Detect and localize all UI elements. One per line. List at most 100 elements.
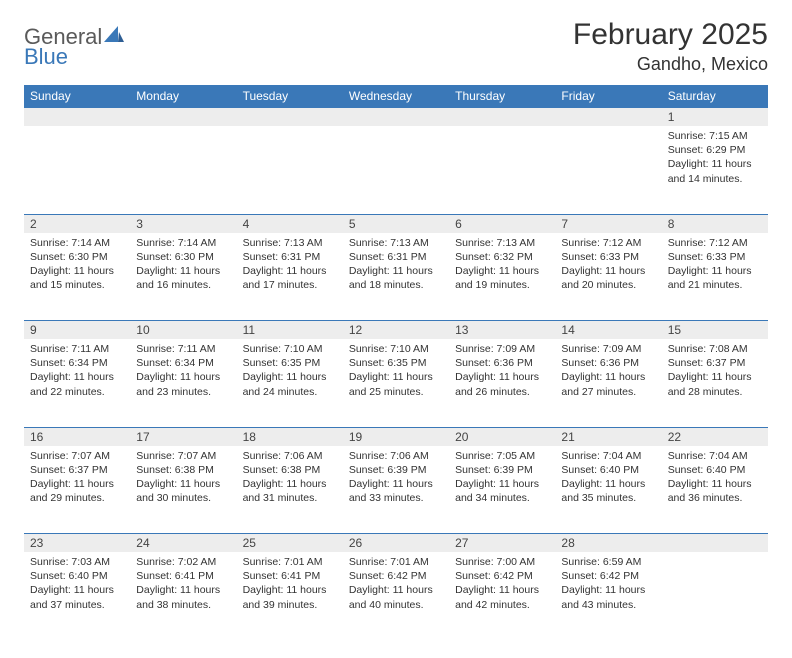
sunset-text: Sunset: 6:37 PM — [668, 356, 762, 370]
day-cell: Sunrise: 6:59 AMSunset: 6:42 PMDaylight:… — [555, 552, 661, 618]
weekday-header: Saturday — [662, 85, 768, 108]
sunset-text: Sunset: 6:30 PM — [30, 250, 124, 264]
month-title: February 2025 — [573, 18, 768, 52]
weekday-header: Friday — [555, 85, 661, 108]
sunset-text: Sunset: 6:39 PM — [349, 463, 443, 477]
logo-sail-icon — [104, 26, 124, 49]
day-number: 26 — [343, 534, 449, 552]
daylight-text: Daylight: 11 hours and 31 minutes. — [243, 477, 337, 505]
sunset-text: Sunset: 6:38 PM — [136, 463, 230, 477]
sunrise-text: Sunrise: 7:06 AM — [243, 449, 337, 463]
daynum-row: 9101112131415 — [24, 321, 768, 340]
daylight-text: Daylight: 11 hours and 33 minutes. — [349, 477, 443, 505]
sunset-text: Sunset: 6:36 PM — [561, 356, 655, 370]
weekday-header-row: SundayMondayTuesdayWednesdayThursdayFrid… — [24, 85, 768, 108]
day-number: 23 — [24, 534, 130, 552]
daylight-text: Daylight: 11 hours and 17 minutes. — [243, 264, 337, 292]
sunrise-text: Sunrise: 7:13 AM — [349, 236, 443, 250]
day-number: 3 — [130, 215, 236, 233]
day-cell: Sunrise: 7:14 AMSunset: 6:30 PMDaylight:… — [24, 233, 130, 299]
day-cell: Sunrise: 7:09 AMSunset: 6:36 PMDaylight:… — [449, 339, 555, 405]
daylight-text: Daylight: 11 hours and 18 minutes. — [349, 264, 443, 292]
day-number: 14 — [555, 321, 661, 339]
day-number: 11 — [237, 321, 343, 339]
daylight-text: Daylight: 11 hours and 42 minutes. — [455, 583, 549, 611]
day-number: 8 — [662, 215, 768, 233]
daylight-text: Daylight: 11 hours and 25 minutes. — [349, 370, 443, 398]
day-cell: Sunrise: 7:08 AMSunset: 6:37 PMDaylight:… — [662, 339, 768, 405]
day-cell: Sunrise: 7:14 AMSunset: 6:30 PMDaylight:… — [130, 233, 236, 299]
week-row: Sunrise: 7:11 AMSunset: 6:34 PMDaylight:… — [24, 339, 768, 427]
weekday-header: Tuesday — [237, 85, 343, 108]
day-cell: Sunrise: 7:15 AMSunset: 6:29 PMDaylight:… — [662, 126, 768, 192]
day-cell: Sunrise: 7:10 AMSunset: 6:35 PMDaylight:… — [237, 339, 343, 405]
week-row: Sunrise: 7:14 AMSunset: 6:30 PMDaylight:… — [24, 233, 768, 321]
sunset-text: Sunset: 6:40 PM — [30, 569, 124, 583]
daylight-text: Daylight: 11 hours and 21 minutes. — [668, 264, 762, 292]
sunrise-text: Sunrise: 7:10 AM — [349, 342, 443, 356]
week-row: Sunrise: 7:03 AMSunset: 6:40 PM Daylight:… — [24, 552, 768, 640]
sunset-text: Sunset: 6:35 PM — [349, 356, 443, 370]
day-number: 17 — [130, 428, 236, 446]
day-cell: Sunrise: 7:07 AMSunset: 6:38 PMDaylight:… — [130, 446, 236, 512]
day-cell: Sunrise: 7:06 AMSunset: 6:38 PMDaylight:… — [237, 446, 343, 512]
sunrise-text: Sunrise: 7:09 AM — [455, 342, 549, 356]
sunset-text: Sunset: 6:40 PM — [561, 463, 655, 477]
title-block: February 2025 Gandho, Mexico — [573, 18, 768, 75]
day-number: 20 — [449, 428, 555, 446]
day-cell: Sunrise: 7:07 AMSunset: 6:37 PMDaylight:… — [24, 446, 130, 512]
daylight-text: Daylight: 11 hours and 24 minutes. — [243, 370, 337, 398]
sunset-text: Sunset: 6:36 PM — [455, 356, 549, 370]
daylight-text: Daylight: 11 hours and 43 minutes. — [561, 583, 655, 611]
daynum-row: 232425262728 — [24, 534, 768, 553]
daylight-text: Daylight: 11 hours and 35 minutes. — [561, 477, 655, 505]
location-label: Gandho, Mexico — [573, 54, 768, 75]
daylight-text: Daylight: 11 hours and 26 minutes. — [455, 370, 549, 398]
day-number: 13 — [449, 321, 555, 339]
sunset-text: Sunset: 6:33 PM — [668, 250, 762, 264]
daylight-text: Daylight: 11 hours and 34 minutes. — [455, 477, 549, 505]
daylight-text: Daylight: 11 hours and 38 minutes. — [136, 583, 230, 611]
day-cell: Sunrise: 7:01 AMSunset: 6:41 PMDaylight:… — [237, 552, 343, 618]
day-cell: Sunrise: 7:12 AMSunset: 6:33 PMDaylight:… — [662, 233, 768, 299]
sunrise-text: Sunrise: 7:08 AM — [668, 342, 762, 356]
daylight-text: Daylight: 11 hours and 20 minutes. — [561, 264, 655, 292]
sunrise-text: Sunrise: 7:14 AM — [30, 236, 124, 250]
day-number: 19 — [343, 428, 449, 446]
sunrise-text: Sunrise: 7:11 AM — [30, 342, 124, 356]
sunset-text: Sunset: 6:30 PM — [136, 250, 230, 264]
sunset-text: Sunset: 6:42 PM — [349, 569, 443, 583]
daylight-text: Daylight: 11 hours and 28 minutes. — [668, 370, 762, 398]
day-cell: Sunrise: 7:06 AMSunset: 6:39 PMDaylight:… — [343, 446, 449, 512]
daylight-text: Daylight: 11 hours and 36 minutes. — [668, 477, 762, 505]
sunrise-text: Sunrise: 7:13 AM — [243, 236, 337, 250]
day-number: 7 — [555, 215, 661, 233]
daylight-text: Daylight: 11 hours and 30 minutes. — [136, 477, 230, 505]
sunrise-text: Sunrise: 7:11 AM — [136, 342, 230, 356]
sunrise-text: Sunrise: 7:12 AM — [561, 236, 655, 250]
sunset-text: Sunset: 6:35 PM — [243, 356, 337, 370]
logo-text-blue: Blue — [24, 44, 68, 69]
day-cell: Sunrise: 7:02 AMSunset: 6:41 PMDaylight:… — [130, 552, 236, 618]
sunset-text: Sunset: 6:34 PM — [136, 356, 230, 370]
day-cell: Sunrise: 7:03 AMSunset: 6:40 PMDaylight:… — [24, 552, 130, 618]
day-cell: Sunrise: 7:01 AMSunset: 6:42 PMDaylight:… — [343, 552, 449, 618]
day-number: 22 — [662, 428, 768, 446]
sunrise-text: Sunrise: 7:03 AM — [30, 555, 124, 569]
day-number: 12 — [343, 321, 449, 339]
day-cell: Sunrise: 7:10 AMSunset: 6:35 PMDaylight:… — [343, 339, 449, 405]
day-number: 9 — [24, 321, 130, 339]
day-number: 21 — [555, 428, 661, 446]
sunset-text: Sunset: 6:42 PM — [561, 569, 655, 583]
sunset-text: Sunset: 6:40 PM — [668, 463, 762, 477]
sunrise-text: Sunrise: 7:04 AM — [561, 449, 655, 463]
sunrise-text: Sunrise: 7:14 AM — [136, 236, 230, 250]
day-number: 1 — [662, 108, 768, 126]
day-cell: Sunrise: 7:00 AMSunset: 6:42 PMDaylight:… — [449, 552, 555, 618]
sunrise-text: Sunrise: 7:02 AM — [136, 555, 230, 569]
sunrise-text: Sunrise: 7:00 AM — [455, 555, 549, 569]
week-row: Sunrise: 7:15 AMSunset: 6:29 PMDaylight:… — [24, 126, 768, 214]
sunset-text: Sunset: 6:32 PM — [455, 250, 549, 264]
sunset-text: Sunset: 6:39 PM — [455, 463, 549, 477]
day-number: 6 — [449, 215, 555, 233]
